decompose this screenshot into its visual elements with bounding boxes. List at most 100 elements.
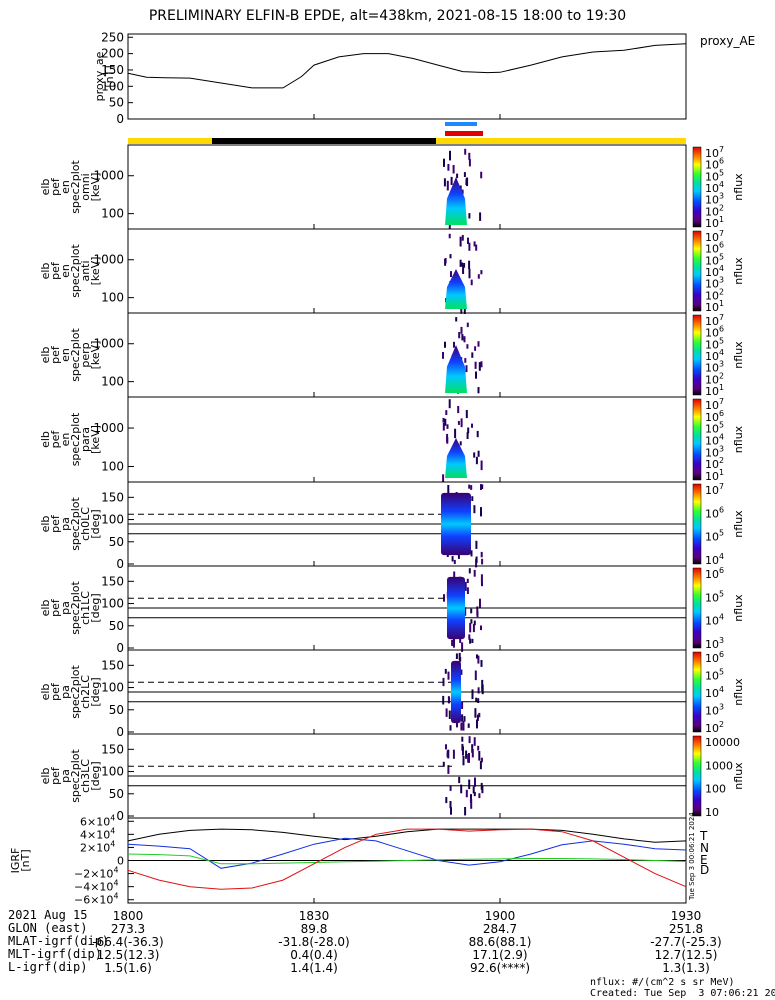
spec-noise-cell [464, 358, 467, 363]
spec-noise-cell [459, 638, 462, 643]
spec-noise-cell [481, 484, 484, 489]
colorbar-tick-label: 104 [705, 613, 724, 628]
units-note: nflux: #/(cm^2 s sr MeV) [590, 977, 735, 988]
spec-noise-cell [448, 697, 451, 703]
spec-noise-cell [477, 341, 480, 347]
spec-noise-cell [463, 306, 466, 314]
spec-noise-cell [445, 744, 447, 750]
colorbar-label: nflux [732, 425, 745, 453]
spec-noise-cell [446, 180, 449, 191]
colorbar-label: nflux [732, 257, 745, 285]
xaxis-row-value: 1.5(1.6) [104, 961, 152, 975]
spec-ytick-label: 1000 [93, 169, 124, 183]
proxy-ae-ylabel: proxy_ae[nT] [93, 51, 116, 101]
colorbar-label: nflux [732, 594, 745, 622]
igrf-series-D [127, 828, 687, 890]
spec-noise-cell [472, 624, 475, 633]
spec-noise-cell [442, 761, 445, 767]
igrf-series-E [127, 853, 687, 865]
spec-ytick-label: 0 [116, 557, 124, 571]
colorbar-label: nflux [732, 762, 745, 790]
spec-panel-ylabel-line: spec2plot [69, 665, 82, 719]
spec-noise-cell [446, 752, 449, 758]
spec-panel-ylabel-line: pef [49, 598, 62, 617]
spec-noise-cell [475, 456, 478, 465]
spec-noise-cell [473, 452, 476, 458]
spec-noise-cell [480, 171, 483, 179]
colorbar-tick-label: 101 [705, 215, 724, 230]
spec-panel-ylabel-line: [keV] [89, 173, 102, 202]
spec-noise-cell [477, 655, 480, 664]
colorbar-tick-label: 100 [705, 783, 726, 796]
spec-noise-cell [468, 260, 471, 270]
spec-noise-cell [478, 751, 481, 761]
spec-ytick-label: 150 [101, 490, 124, 504]
spec-noise-cell [442, 695, 445, 705]
colorbar-label-text: nflux [732, 762, 745, 790]
colorbar-tick-label: 104 [705, 685, 724, 700]
colorbar [692, 230, 702, 312]
spec-noise-cell [476, 714, 479, 721]
spec-noise-cell [460, 304, 463, 314]
spec-panel-ylabel-line: en [59, 180, 72, 194]
colorbar-tick-label: 107 [705, 145, 724, 160]
colorbar-tick-label: 101 [705, 468, 724, 483]
science-zone-marker-red [445, 131, 483, 136]
spec-noise-cell [442, 417, 445, 423]
spec-noise-cell [465, 750, 468, 759]
spec-noise-cell [480, 484, 482, 490]
colorbar-tick-label: 107 [705, 397, 724, 412]
spec-noise-cell [459, 441, 462, 446]
igrf-side-stamp-text: Tue Sep 3 00:06:21 2024 [688, 812, 696, 901]
spec-noise-cell [467, 237, 469, 244]
spec-panel-frame [127, 396, 687, 483]
colorbar-tick-label: 103 [705, 703, 724, 718]
spec-ytick-label: 50 [109, 787, 124, 801]
igrf-ytick-label: −6×104 [74, 892, 118, 907]
spec-noise-cell [450, 271, 452, 277]
spec-ytick-label: 0 [116, 809, 124, 823]
spec-panel-ylabel-line: pa [59, 685, 72, 699]
spec-noise-cell [449, 150, 451, 161]
colorbar-tick-label: 106 [705, 566, 724, 581]
igrf-ylabel: IGRF[nT] [9, 848, 32, 874]
spec-panel-ylabel-line: ch0LC [79, 507, 92, 541]
spec-noise-cell [480, 507, 482, 517]
spec-noise-cell [448, 233, 451, 239]
colorbar-tick-label: 105 [705, 589, 724, 604]
spec-noise-cell [460, 326, 463, 334]
spec-panel-frame [127, 312, 687, 398]
spec-noise-cell [473, 737, 476, 746]
colorbar-label-text: nflux [732, 257, 745, 285]
spec-panel-ylabel-line: elb [39, 263, 52, 280]
colorbar-tick-label: 104 [705, 348, 724, 363]
created-note: Created: Tue Sep 3 07:06:21 2024 [590, 988, 775, 999]
plot-title: PRELIMINARY ELFIN-B EPDE, alt=438km, 202… [148, 8, 627, 24]
spec-noise-cell [476, 430, 479, 438]
spec-noise-cell [459, 259, 462, 267]
spec-noise-cell [476, 719, 478, 729]
xaxis-row-value: 1800 [113, 909, 144, 923]
colorbar-tick-label: 107 [705, 313, 724, 328]
xaxis-row-label-1: GLON (east) [8, 921, 88, 935]
colorbar-tick-label: 102 [705, 287, 724, 302]
spec-noise-cell [468, 753, 470, 763]
colorbar-tick-label: 103 [705, 192, 724, 207]
spec-panel-ylabel-line: pef [49, 345, 62, 364]
igrf-ytick-label: 6×104 [80, 813, 115, 828]
spec-noise-cell [473, 505, 476, 514]
colorbar-tick-label: 107 [705, 482, 724, 497]
spec-noise-cell [447, 671, 450, 680]
xaxis-row-value: 17.1(2.9) [472, 948, 527, 962]
spec-noise-cell [445, 708, 448, 717]
spec-panel-ylabel-line: elb [39, 431, 52, 448]
spec-noise-cell [443, 158, 445, 167]
spec-noise-cell [468, 779, 471, 790]
spec-panel-ylabel-line: elb [39, 768, 52, 785]
igrf-side-stamp: Tue Sep 3 00:06:21 2024 [688, 812, 696, 901]
spec-noise-cell [444, 418, 447, 426]
spec-panel-ylabel-line: omni [79, 173, 92, 200]
